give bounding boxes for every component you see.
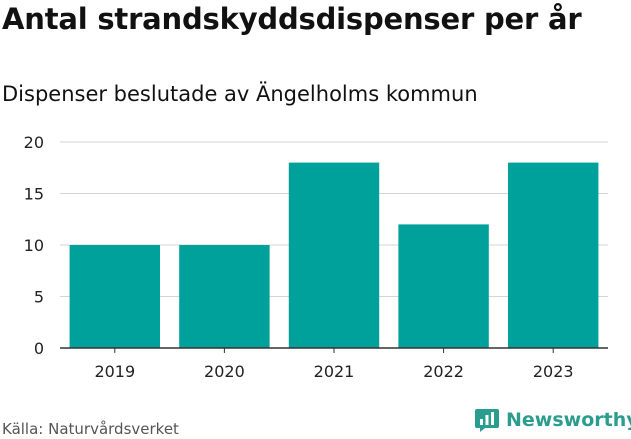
x-tick-label: 2022 xyxy=(423,362,464,381)
bar-2023 xyxy=(507,162,599,348)
bar-2019 xyxy=(69,245,161,348)
x-tick-label: 2019 xyxy=(94,362,135,381)
chart-subtitle: Dispenser beslutade av Ängelholms kommun xyxy=(2,82,478,106)
bar-2020 xyxy=(179,245,270,348)
y-axis-ticks: 0 5 10 15 20 xyxy=(24,133,44,358)
chart-title: Antal strandskyddsdispenser per år xyxy=(2,2,582,36)
y-tick-label: 10 xyxy=(24,236,44,255)
x-tick-label: 2021 xyxy=(314,362,355,381)
bar-2021 xyxy=(288,162,380,348)
x-tick-label: 2020 xyxy=(204,362,245,381)
y-tick-label: 0 xyxy=(34,339,44,358)
brand-name: Newsworthy xyxy=(506,409,631,431)
bar-2022 xyxy=(398,224,489,348)
y-tick-label: 5 xyxy=(34,288,44,307)
newsworthy-icon xyxy=(475,409,499,432)
brand-logo: Newsworthy xyxy=(474,407,631,433)
source-note: Källa: Naturvårdsverket xyxy=(2,420,179,438)
y-tick-label: 15 xyxy=(24,185,44,204)
y-tick-label: 20 xyxy=(24,133,44,152)
x-axis-ticks: 2019 2020 2021 2022 2023 xyxy=(94,348,574,381)
bars xyxy=(69,162,599,348)
bar-chart: 0 5 10 15 20 2019 2020 2021 2022 2023 xyxy=(24,133,608,381)
x-tick-label: 2023 xyxy=(533,362,574,381)
